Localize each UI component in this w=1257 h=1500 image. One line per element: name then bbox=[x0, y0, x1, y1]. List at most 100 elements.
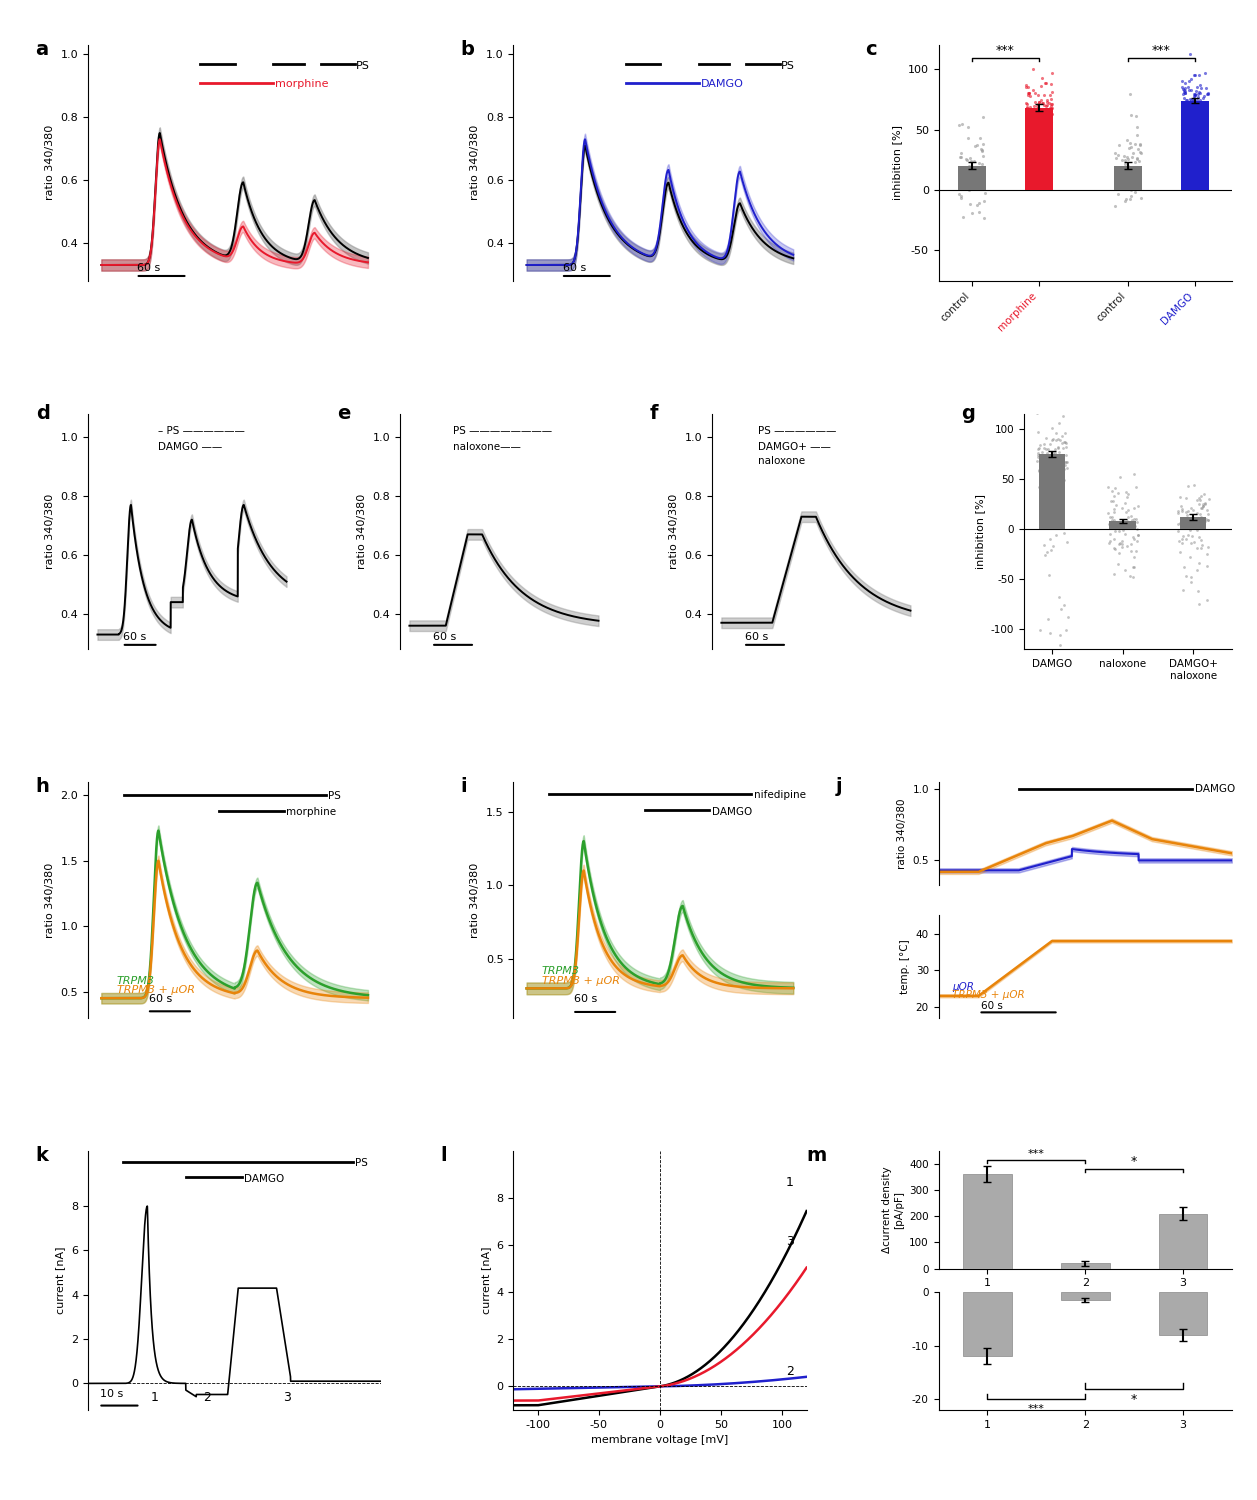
Point bbox=[1032, 440, 1052, 464]
Point bbox=[974, 189, 994, 213]
Point bbox=[1173, 526, 1193, 550]
Point bbox=[1121, 504, 1141, 528]
Point bbox=[1117, 498, 1138, 522]
Bar bbox=[1114, 166, 1143, 190]
Point bbox=[1120, 564, 1140, 588]
Point bbox=[1031, 460, 1051, 484]
Point bbox=[1178, 512, 1198, 536]
Point bbox=[1198, 82, 1218, 106]
Point bbox=[1040, 96, 1060, 120]
Point bbox=[1105, 476, 1125, 500]
Point bbox=[1177, 528, 1197, 552]
Point bbox=[1035, 453, 1055, 477]
Point bbox=[1033, 435, 1053, 459]
Point bbox=[1110, 156, 1130, 180]
Point bbox=[1033, 458, 1053, 482]
Text: nifedipine: nifedipine bbox=[754, 790, 806, 801]
Point bbox=[1016, 75, 1036, 99]
Point bbox=[1173, 75, 1193, 99]
Point bbox=[1174, 70, 1194, 94]
Point bbox=[1116, 129, 1136, 153]
Point bbox=[1125, 526, 1145, 550]
Point bbox=[1110, 532, 1130, 556]
Point bbox=[972, 138, 992, 162]
Point bbox=[1053, 592, 1073, 616]
Point bbox=[1172, 498, 1192, 522]
Point bbox=[1057, 530, 1077, 554]
Point bbox=[1193, 104, 1213, 128]
Point bbox=[1115, 177, 1135, 201]
Point bbox=[1189, 488, 1209, 512]
Point bbox=[1195, 98, 1216, 122]
Text: c: c bbox=[865, 40, 877, 60]
Point bbox=[1182, 104, 1202, 128]
Point bbox=[1189, 550, 1209, 574]
Point bbox=[1041, 99, 1061, 123]
Point bbox=[1188, 104, 1208, 128]
Point bbox=[1115, 558, 1135, 582]
Point bbox=[1119, 506, 1139, 530]
Point bbox=[1115, 522, 1135, 546]
Point bbox=[1100, 513, 1120, 537]
Point bbox=[1120, 81, 1140, 105]
Y-axis label: temp. [°C]: temp. [°C] bbox=[900, 939, 910, 994]
Point bbox=[1190, 504, 1210, 528]
Point bbox=[1035, 72, 1055, 96]
Point bbox=[952, 186, 972, 210]
Point bbox=[1184, 86, 1204, 109]
Point bbox=[1123, 174, 1143, 198]
Point bbox=[1187, 75, 1207, 99]
Point bbox=[1121, 177, 1141, 201]
Text: m: m bbox=[807, 1146, 827, 1166]
Point bbox=[1185, 80, 1205, 104]
Point bbox=[1123, 555, 1143, 579]
Point bbox=[1042, 427, 1062, 451]
Point bbox=[952, 112, 972, 136]
Point bbox=[1126, 530, 1146, 554]
Text: 60 s: 60 s bbox=[148, 994, 172, 1004]
Point bbox=[1051, 482, 1071, 506]
Point bbox=[1017, 100, 1037, 124]
Point bbox=[1195, 106, 1216, 130]
Text: 60 s: 60 s bbox=[123, 633, 146, 642]
Point bbox=[1028, 436, 1048, 460]
Point bbox=[1184, 82, 1204, 106]
Point bbox=[1112, 536, 1133, 560]
Point bbox=[1026, 81, 1046, 105]
Point bbox=[1114, 176, 1134, 200]
Point bbox=[1050, 411, 1070, 435]
Point bbox=[1041, 538, 1061, 562]
Bar bbox=[1179, 518, 1207, 530]
Text: 1: 1 bbox=[786, 1176, 793, 1190]
Point bbox=[1195, 60, 1216, 84]
Point bbox=[1041, 72, 1061, 96]
Point bbox=[1035, 111, 1055, 135]
Point bbox=[1172, 69, 1192, 93]
Point bbox=[1101, 489, 1121, 513]
Y-axis label: inhibition [%]: inhibition [%] bbox=[892, 126, 903, 201]
Point bbox=[1177, 94, 1197, 118]
Point bbox=[950, 146, 970, 170]
Point bbox=[1126, 538, 1146, 562]
Point bbox=[1114, 144, 1134, 168]
Text: DAMGO ——: DAMGO —— bbox=[158, 442, 222, 453]
Point bbox=[1116, 188, 1136, 211]
Point bbox=[1180, 570, 1200, 594]
Point bbox=[1102, 506, 1123, 530]
Point bbox=[1112, 518, 1133, 542]
Point bbox=[1045, 436, 1065, 460]
Point bbox=[1050, 448, 1070, 472]
Text: PS: PS bbox=[356, 60, 370, 70]
Point bbox=[1119, 177, 1139, 201]
Point bbox=[1109, 542, 1129, 566]
Point bbox=[972, 136, 992, 160]
Point bbox=[1040, 432, 1060, 456]
Point bbox=[1180, 90, 1200, 114]
Point bbox=[1178, 474, 1198, 498]
Point bbox=[1198, 543, 1218, 567]
Point bbox=[1124, 566, 1144, 590]
Point bbox=[1036, 72, 1056, 96]
Point bbox=[1198, 81, 1218, 105]
Point bbox=[1027, 441, 1047, 465]
Point bbox=[957, 158, 977, 182]
